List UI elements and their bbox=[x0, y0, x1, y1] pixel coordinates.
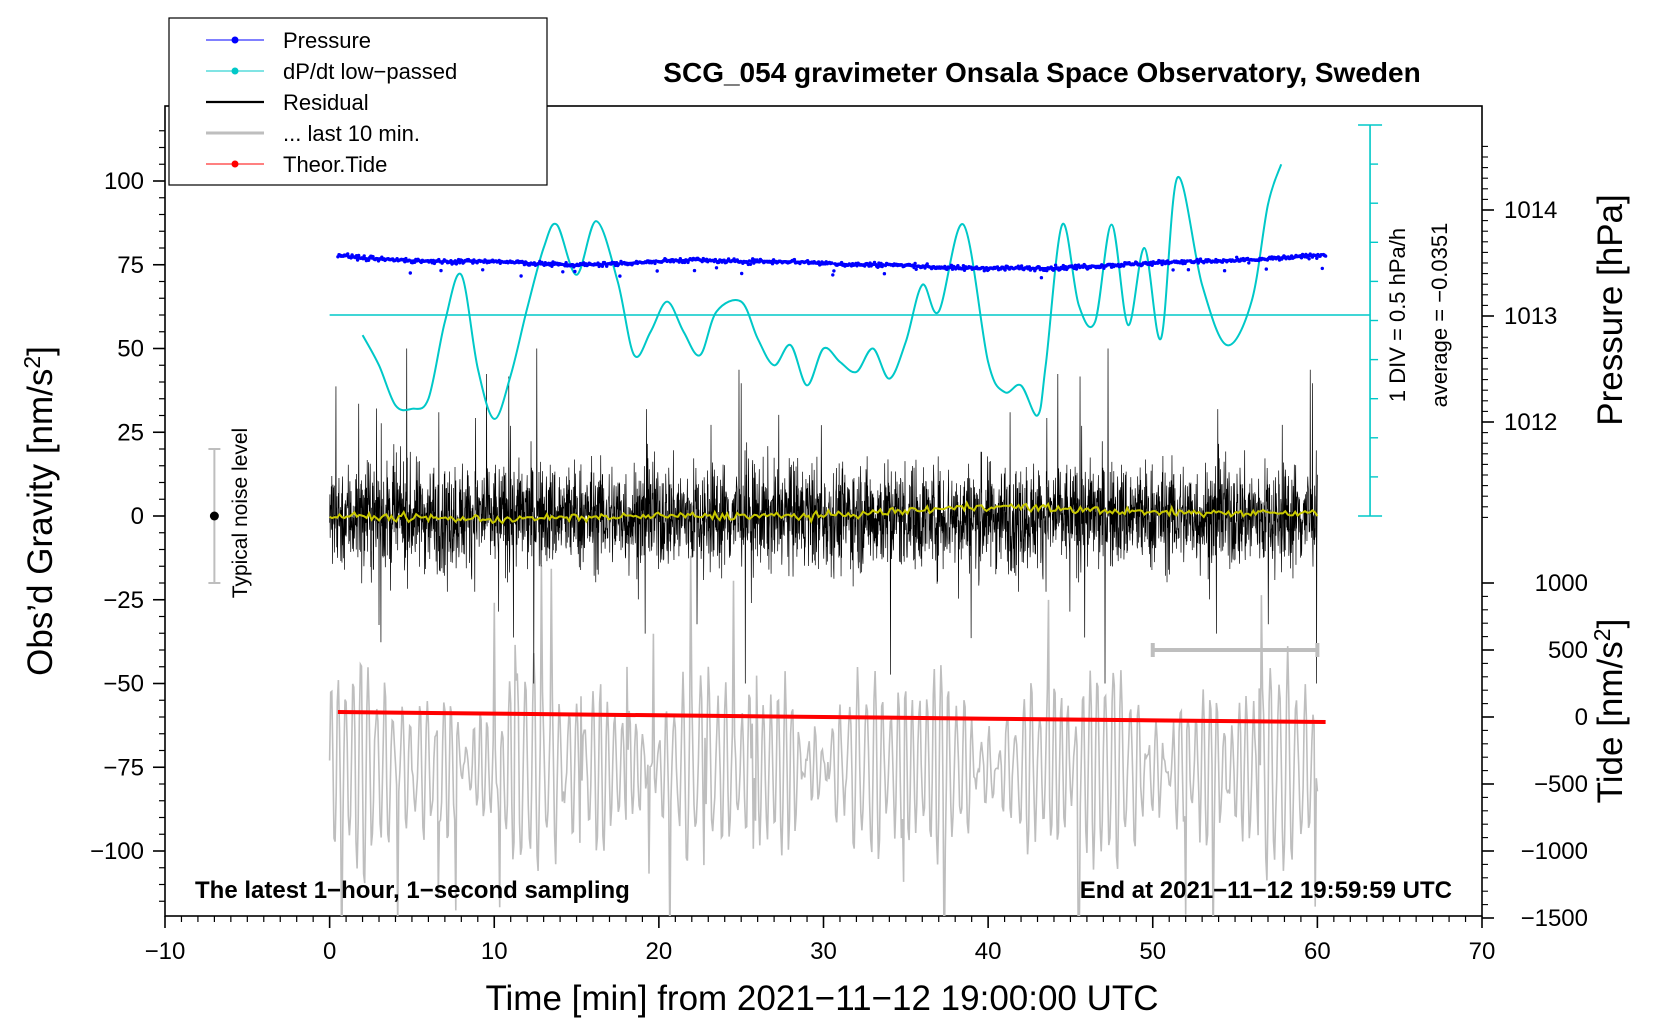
pressure-point bbox=[1320, 266, 1325, 271]
y-tick-label-left: −25 bbox=[103, 587, 144, 614]
pressure-point bbox=[561, 270, 565, 274]
legend-label-tide: Theor.Tide bbox=[283, 152, 387, 177]
tide-tick-label: −1500 bbox=[1521, 905, 1588, 932]
pressure-tick-label: 1013 bbox=[1504, 303, 1557, 330]
y-axis-label-tide: Tide [nm/s2] bbox=[1589, 619, 1630, 804]
y-axis-label-tide-sup: 2 bbox=[1589, 628, 1615, 641]
tide-tick-label: 500 bbox=[1548, 637, 1588, 664]
y-tick-label-left: −50 bbox=[103, 671, 144, 698]
pressure-point bbox=[1264, 267, 1269, 271]
pressure-point bbox=[962, 268, 967, 272]
legend-label-residual: Residual bbox=[283, 90, 369, 115]
pressure-point bbox=[925, 262, 929, 266]
pressure-point bbox=[1186, 268, 1191, 272]
pressure-point bbox=[913, 261, 917, 266]
pressure-point bbox=[1222, 269, 1227, 273]
pressure-point bbox=[655, 269, 659, 273]
legend-item-residual: Residual bbox=[206, 90, 369, 115]
tide-tick-label: 1000 bbox=[1535, 570, 1588, 597]
dpdt-series-line bbox=[361, 163, 1283, 420]
pressure-point bbox=[1019, 264, 1024, 268]
pressure-point bbox=[832, 269, 836, 273]
chart-title: SCG_054 gravimeter Onsala Space Observat… bbox=[663, 57, 1420, 88]
pressure-point bbox=[573, 269, 577, 274]
x-tick-label: 10 bbox=[481, 938, 508, 965]
y-axis-label-pressure: Pressure [hPa] bbox=[1591, 194, 1630, 426]
pressure-point bbox=[748, 262, 753, 266]
y-axis-label-gravity-sup: 2 bbox=[19, 356, 45, 369]
pressure-point bbox=[1247, 261, 1251, 265]
pressure-point bbox=[914, 267, 918, 271]
pressure-point bbox=[882, 272, 887, 276]
pressure-point bbox=[618, 274, 622, 278]
legend-label-pressure: Pressure bbox=[283, 28, 371, 53]
noise-level-label: Typical noise level bbox=[229, 428, 252, 598]
y-axis-label-gravity: Obs’d Gravity [nm/s2] bbox=[19, 346, 60, 676]
tide-tick-label: −1000 bbox=[1521, 838, 1588, 865]
legend-item-pressure: Pressure bbox=[206, 28, 371, 53]
pressure-point bbox=[519, 274, 523, 278]
pressure-point bbox=[831, 273, 835, 277]
tide-tick-label: −500 bbox=[1534, 771, 1588, 798]
pressure-point bbox=[1074, 267, 1079, 271]
pressure-point bbox=[1307, 257, 1311, 261]
pressure-point bbox=[956, 264, 960, 268]
pressure-point bbox=[439, 268, 443, 273]
bottom-left-note: The latest 1−hour, 1−second sampling bbox=[195, 877, 630, 904]
x-tick-label: −10 bbox=[145, 938, 186, 965]
pressure-point bbox=[1150, 263, 1154, 267]
x-axis-label: Time [min] from 2021−11−12 19:00:00 UTC bbox=[485, 979, 1158, 1018]
legend: Pressure dP/dt low−passed Residual ... l… bbox=[168, 17, 548, 186]
pressure-point bbox=[740, 271, 744, 276]
pressure-tick-label: 1012 bbox=[1504, 409, 1557, 436]
residual-smoothed-line bbox=[329, 500, 1319, 525]
scale-bar-label-average: average = −0.0351 bbox=[1427, 223, 1452, 408]
y-tick-label-left: 0 bbox=[131, 503, 144, 530]
pressure-tick-label: 1014 bbox=[1504, 197, 1557, 224]
y-axis-label-tide-close: ] bbox=[1591, 619, 1630, 629]
pressure-point bbox=[714, 266, 719, 270]
pressure-point bbox=[564, 261, 568, 265]
x-tick-label: 20 bbox=[646, 938, 673, 965]
pressure-point bbox=[1315, 256, 1319, 260]
pressure-point bbox=[408, 271, 412, 275]
y-tick-label-left: 100 bbox=[104, 168, 144, 195]
pressure-point bbox=[362, 254, 366, 258]
y-tick-label-left: −100 bbox=[90, 838, 144, 865]
x-tick-label: 0 bbox=[323, 938, 336, 965]
last10-series-line bbox=[328, 555, 1319, 916]
pressure-series-line bbox=[337, 253, 1326, 270]
pressure-point bbox=[692, 268, 697, 273]
y-tick-label-left: 25 bbox=[117, 419, 144, 446]
pressure-point bbox=[355, 258, 360, 262]
y-tick-label-left: 50 bbox=[117, 336, 144, 363]
x-tick-label: 70 bbox=[1469, 938, 1496, 965]
x-tick-label: 60 bbox=[1304, 938, 1331, 965]
pressure-point bbox=[1171, 268, 1175, 272]
scale-bar-label-div: 1 DIV = 0.5 hPa/h bbox=[1385, 228, 1410, 402]
residual-series-line bbox=[329, 348, 1318, 684]
pressure-point bbox=[481, 268, 485, 272]
bottom-right-note: End at 2021−11−12 19:59:59 UTC bbox=[1080, 877, 1452, 904]
legend-item-tide: Theor.Tide bbox=[206, 152, 387, 177]
y-axis-label-gravity-close: ] bbox=[21, 346, 60, 356]
x-tick-label: 30 bbox=[810, 938, 837, 965]
pressure-point bbox=[1039, 276, 1044, 280]
legend-item-last10: ... last 10 min. bbox=[206, 121, 420, 146]
y-tick-label-left: 75 bbox=[117, 252, 144, 279]
legend-label-last10: ... last 10 min. bbox=[283, 121, 420, 146]
noise-level-center bbox=[209, 511, 219, 521]
pressure-point bbox=[792, 257, 797, 262]
tide-tick-label: 0 bbox=[1575, 704, 1588, 731]
legend-label-dpdt: dP/dt low−passed bbox=[283, 59, 457, 84]
tide-series-line bbox=[337, 710, 1326, 724]
y-tick-label-left: −75 bbox=[103, 754, 144, 781]
legend-item-dpdt: dP/dt low−passed bbox=[206, 59, 457, 84]
x-tick-label: 40 bbox=[975, 938, 1002, 965]
pressure-point bbox=[1045, 268, 1049, 273]
pressure-point bbox=[1053, 263, 1058, 267]
x-tick-label: 50 bbox=[1139, 938, 1166, 965]
